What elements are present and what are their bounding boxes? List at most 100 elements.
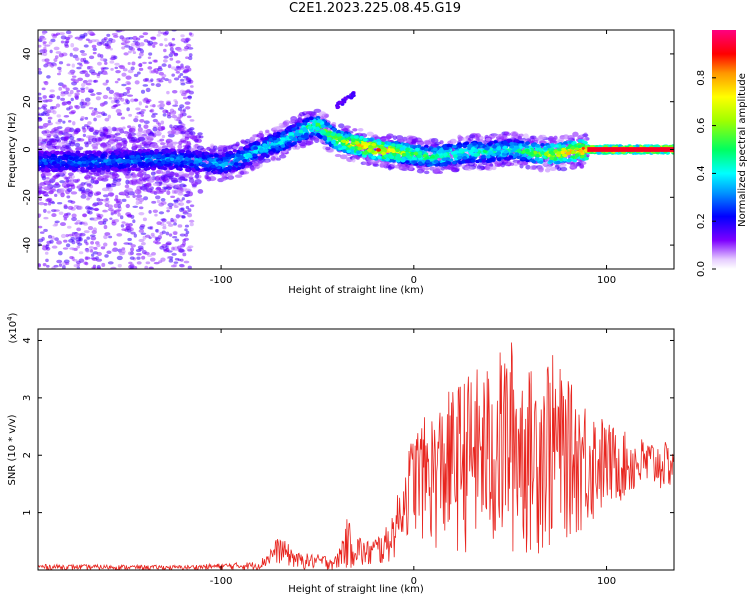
heatmap-cell xyxy=(201,155,207,160)
heatmap-cell xyxy=(549,137,554,142)
heatmap-cell xyxy=(516,155,521,160)
heatmap-cell xyxy=(123,130,129,134)
heatmap-cell xyxy=(175,189,181,194)
heatmap-cell xyxy=(167,202,174,207)
heatmap-cell xyxy=(184,68,190,73)
heatmap-cell xyxy=(123,140,128,144)
heatmap-cell xyxy=(180,149,186,154)
heatmap-cell xyxy=(362,161,368,165)
heatmap-cell xyxy=(184,46,189,50)
heatmap-cell xyxy=(184,65,191,69)
heatmap-cell xyxy=(142,98,148,102)
heatmap-cell xyxy=(79,34,86,39)
heatmap-cell xyxy=(125,75,132,80)
heatmap-cell xyxy=(72,121,76,126)
heatmap-cell xyxy=(545,163,551,169)
heatmap-cell xyxy=(157,104,162,108)
heatmap-cell xyxy=(351,157,356,163)
heatmap-cell xyxy=(182,238,187,243)
heatmap-cell xyxy=(572,131,579,137)
heatmap-cell xyxy=(55,32,60,36)
heatmap-cell xyxy=(106,183,111,187)
heatmap-cell xyxy=(408,136,414,140)
heatmap-cell xyxy=(256,132,265,139)
heatmap-cell xyxy=(264,159,270,164)
heatmap-cell xyxy=(78,236,82,242)
heatmap-cell xyxy=(74,233,80,238)
heatmap-cell xyxy=(123,52,129,56)
heatmap-cell xyxy=(66,225,72,229)
heatmap-cell xyxy=(92,51,97,55)
heatmap-cell xyxy=(127,125,132,129)
heatmap-cell xyxy=(366,131,374,137)
heatmap-cell xyxy=(91,44,97,49)
heatmap-cell xyxy=(80,52,88,56)
heatmap-cell xyxy=(217,145,224,150)
heatmap-cell xyxy=(137,71,141,75)
heatmap-cell xyxy=(63,239,68,243)
heatmap-cell xyxy=(57,201,63,205)
heatmap-cell xyxy=(357,128,364,132)
heatmap-cell xyxy=(179,89,186,95)
heatmap-cell xyxy=(252,141,257,146)
heatmap-cell xyxy=(130,262,134,266)
heatmap-cell xyxy=(177,224,183,228)
heatmap-cell xyxy=(143,196,149,201)
heatmap-cell xyxy=(86,236,91,240)
heatmap-cell xyxy=(112,179,118,183)
heatmap-cell xyxy=(140,241,146,246)
heatmap-cell xyxy=(123,167,128,172)
heatmap-cell xyxy=(221,173,228,177)
heatmap-cell xyxy=(138,67,144,71)
heatmap-cell xyxy=(86,197,90,201)
heatmap-cell xyxy=(83,70,89,75)
heatmap-cell xyxy=(166,206,171,210)
heatmap-cell xyxy=(96,214,101,218)
heatmap-cell xyxy=(66,107,71,111)
heatmap-cell xyxy=(132,35,138,41)
heatmap-cell xyxy=(51,209,57,213)
heatmap-cell xyxy=(160,197,166,202)
heatmap-cell xyxy=(94,129,100,134)
heatmap-cell xyxy=(60,233,67,239)
heatmap-cell xyxy=(116,233,123,237)
heatmap-cell xyxy=(253,162,260,167)
heatmap-cell xyxy=(442,162,448,167)
heatmap-cell xyxy=(38,119,41,122)
heatmap-cell xyxy=(493,140,498,144)
heatmap-cell xyxy=(60,222,66,227)
heatmap-cell xyxy=(362,137,368,142)
heatmap-cell xyxy=(184,224,190,228)
heatmap-cell xyxy=(117,78,121,81)
heatmap-cell xyxy=(188,53,193,57)
heatmap-cell xyxy=(143,167,149,171)
heatmap-cell xyxy=(102,209,107,213)
heatmap-cell xyxy=(101,38,107,43)
heatmap-cell xyxy=(93,80,97,83)
heatmap-cell xyxy=(65,87,70,92)
heatmap-cell xyxy=(120,159,126,163)
heatmap-cell xyxy=(279,134,284,139)
heatmap-cell xyxy=(398,137,405,142)
heatmap-cell xyxy=(271,148,276,153)
heatmap-cell xyxy=(39,182,47,186)
heatmap-cell xyxy=(114,136,123,140)
heatmap-cell xyxy=(180,82,186,86)
heatmap-cell xyxy=(163,55,169,59)
heatmap-cell xyxy=(67,172,74,176)
heatmap-cell xyxy=(114,92,120,95)
heatmap-cell xyxy=(166,172,175,177)
heatmap-cell xyxy=(38,99,44,103)
heatmap-cell xyxy=(58,263,63,267)
heatmap-cell xyxy=(38,141,43,146)
heatmap-cell xyxy=(168,142,177,147)
heatmap-cell xyxy=(491,165,497,171)
heatmap-cell xyxy=(133,233,137,238)
heatmap-cell xyxy=(169,47,174,52)
heatmap-cell xyxy=(64,42,69,47)
heatmap-cell xyxy=(91,266,96,269)
heatmap-cell xyxy=(96,266,102,269)
heatmap-cell xyxy=(298,111,306,117)
heatmap-cell xyxy=(127,237,132,242)
heatmap-cell xyxy=(84,124,89,128)
